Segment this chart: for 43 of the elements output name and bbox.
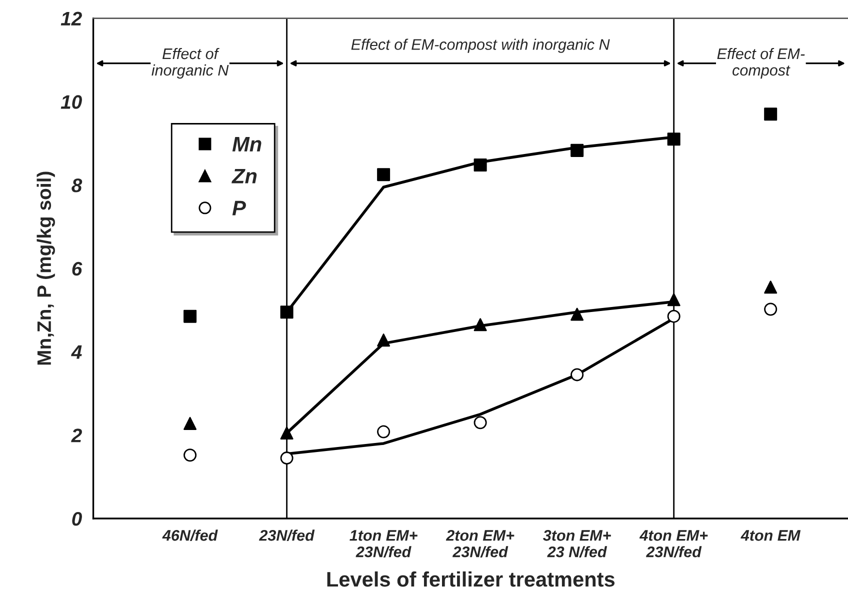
point <box>667 310 680 323</box>
legend-label: P <box>232 200 246 216</box>
point <box>184 416 197 430</box>
point <box>570 144 584 157</box>
point <box>377 168 390 182</box>
annotation: Effect of EM-compost with inorganic N <box>351 38 610 53</box>
point <box>570 368 584 382</box>
x-tick-label: 2ton EM+ 23N/fed <box>446 530 514 558</box>
x-tick-label: 4ton EM+ 23N/fed <box>639 530 708 558</box>
point <box>280 426 294 440</box>
annotation: Effect of inorganic N <box>152 48 229 79</box>
y-tick-label: 8 <box>72 178 82 192</box>
point <box>764 280 778 294</box>
y-tick-label: 12 <box>60 12 82 26</box>
point <box>764 302 778 316</box>
y-tick-label: 2 <box>71 428 82 442</box>
point <box>667 293 680 306</box>
x-tick-label: 23N/fed <box>258 530 315 541</box>
point <box>280 306 294 319</box>
point <box>474 318 487 332</box>
point <box>280 452 294 465</box>
point <box>474 158 487 172</box>
legend-label: Mn <box>232 137 262 152</box>
point <box>570 308 584 321</box>
point <box>184 310 197 323</box>
y-tick-label: 10 <box>60 95 82 109</box>
point <box>377 425 390 438</box>
point <box>667 132 680 146</box>
x-tick-label: 4ton EM <box>740 530 801 541</box>
y-axis-title: Mn,Zn, P (mg/kg soil) <box>36 172 55 365</box>
y-tick-label: 6 <box>72 262 82 276</box>
y-tick-label: 0 <box>72 512 82 526</box>
y-tick-label: 4 <box>71 345 82 359</box>
point <box>184 448 197 462</box>
point <box>377 334 390 347</box>
legend-label: Zn <box>232 168 257 184</box>
annotation: Effect of EM- compost <box>717 48 805 79</box>
point <box>764 108 778 121</box>
point <box>474 416 487 430</box>
x-tick-label: 1ton EM+ 23N/fed <box>350 530 418 558</box>
x-tick-label: 46N/fed <box>162 530 218 541</box>
x-axis-title: Levels of fertilizer treatments <box>327 571 615 587</box>
x-tick-label: 3ton EM+ 23 N/fed <box>543 530 611 558</box>
